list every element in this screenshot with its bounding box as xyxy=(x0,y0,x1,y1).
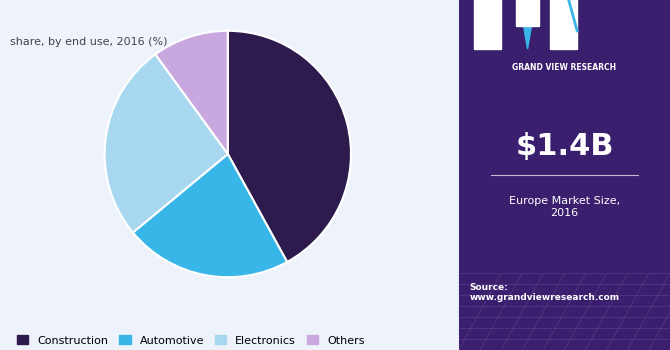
Wedge shape xyxy=(105,54,228,232)
Wedge shape xyxy=(155,31,228,154)
Text: Source:
www.grandviewresearch.com: Source: www.grandviewresearch.com xyxy=(470,283,620,302)
Wedge shape xyxy=(228,31,351,262)
Text: $1.4B: $1.4B xyxy=(515,133,614,161)
Bar xyxy=(516,0,539,26)
Polygon shape xyxy=(516,0,539,49)
Text: Europe Market Size,
2016: Europe Market Size, 2016 xyxy=(509,196,620,218)
Text: GRAND VIEW RESEARCH: GRAND VIEW RESEARCH xyxy=(513,63,616,72)
Bar xyxy=(549,0,577,49)
Wedge shape xyxy=(133,154,287,277)
Bar xyxy=(474,0,501,49)
Text: share, by end use, 2016 (%): share, by end use, 2016 (%) xyxy=(10,37,168,47)
Legend: Construction, Automotive, Electronics, Others: Construction, Automotive, Electronics, O… xyxy=(17,335,364,345)
